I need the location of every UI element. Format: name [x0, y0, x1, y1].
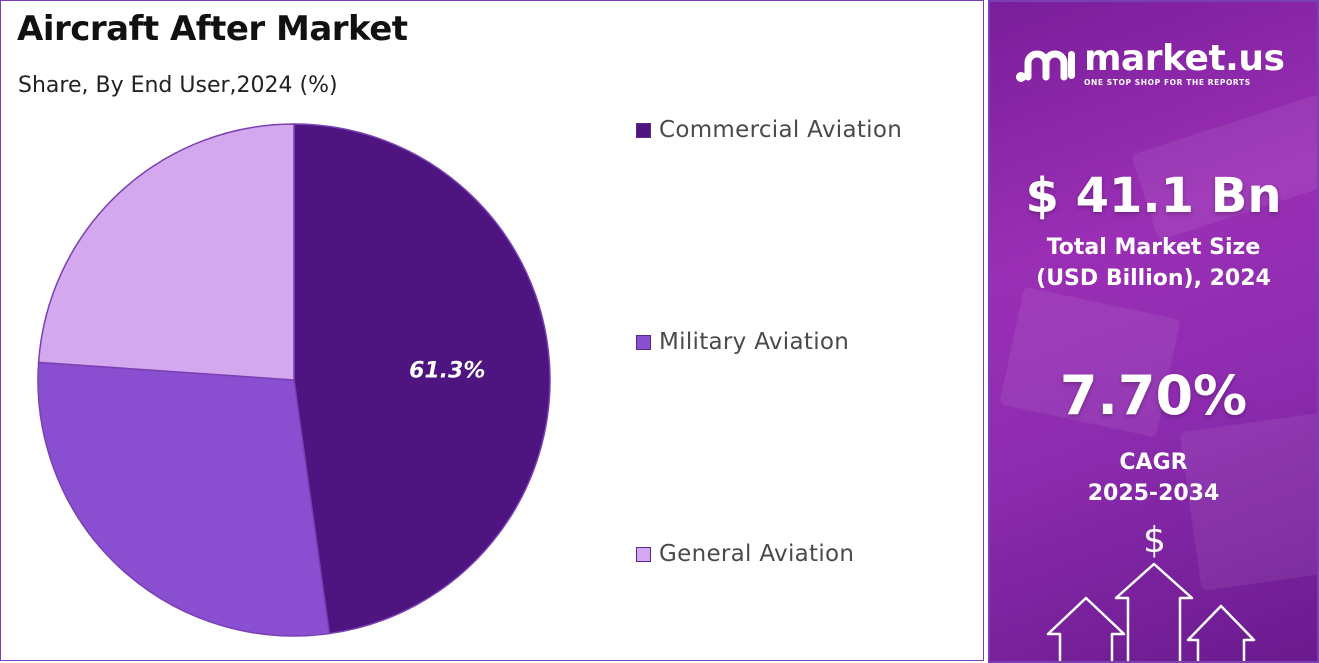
pie-slice-military-aviation	[37, 361, 331, 637]
brand-text: market.us ONE STOP SHOP FOR THE REPORTS	[1084, 38, 1285, 88]
market-size-value: $ 41.1 Bn	[1025, 168, 1282, 224]
legend-item-military-aviation: Military Aviation	[636, 329, 849, 355]
cagr-value: 7.70%	[1059, 364, 1248, 427]
chart-subtitle: Share, By End User,2024 (%)	[18, 73, 338, 98]
pie-data-label: 61.3%	[409, 358, 485, 383]
brand-tagline: ONE STOP SHOP FOR THE REPORTS	[1084, 78, 1251, 87]
dollar-icon: $	[1143, 520, 1166, 561]
cagr-label-line1: CAGR	[1119, 450, 1188, 475]
pie-slice-commercial-aviation	[293, 123, 551, 635]
chart-panel: Aircraft After Market Share, By End User…	[0, 0, 984, 661]
legend-label: Commercial Aviation	[659, 117, 903, 143]
cagr-label: CAGR 2025-2034	[990, 447, 1317, 509]
legend-label: Military Aviation	[659, 329, 850, 355]
stats-panel: market.us ONE STOP SHOP FOR THE REPORTS …	[988, 0, 1319, 663]
brand-name: market.us	[1084, 38, 1285, 79]
legend-item-general-aviation: General Aviation	[636, 541, 854, 567]
growth-arrows-icon	[1046, 562, 1256, 661]
legend-item-commercial-aviation: Commercial Aviation	[636, 117, 902, 143]
market-size-label-line2: (USD Billion), 2024	[1036, 266, 1271, 291]
cagr-label-line2: 2025-2034	[1087, 481, 1220, 506]
legend-swatch	[636, 546, 651, 562]
legend-label: General Aviation	[659, 541, 855, 567]
market-size-label-line1: Total Market Size	[1046, 235, 1261, 260]
market-size-label: Total Market Size (USD Billion), 2024	[990, 232, 1317, 294]
market-us-logo-icon	[1016, 50, 1075, 82]
pie-chart: 61.3%	[37, 123, 551, 637]
brand-logo: market.us ONE STOP SHOP FOR THE REPORTS	[1012, 38, 1285, 88]
legend-swatch	[636, 334, 651, 350]
chart-title: Aircraft After Market	[17, 9, 408, 49]
legend-swatch	[636, 122, 651, 138]
pie-slice-general-aviation	[37, 123, 295, 381]
